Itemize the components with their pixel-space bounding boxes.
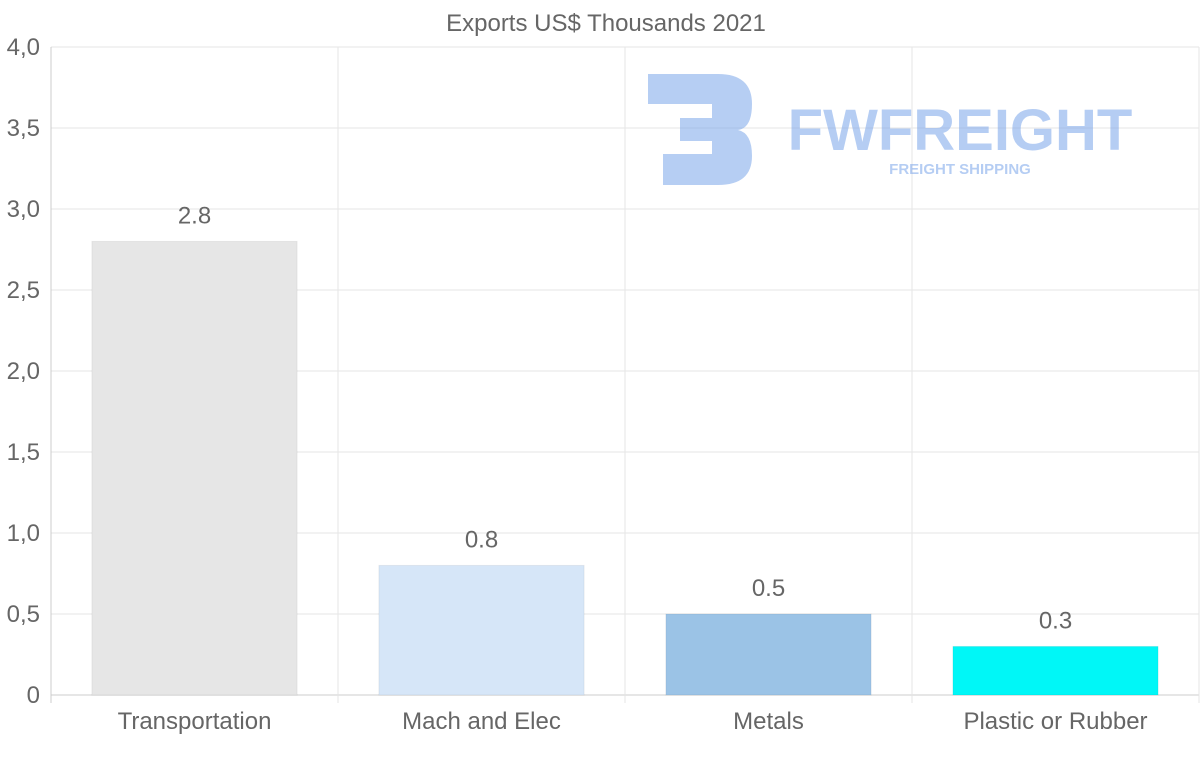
- y-tick-label: 0,5: [7, 601, 40, 628]
- x-tick-label: Mach and Elec: [402, 708, 561, 735]
- bar[interactable]: [952, 645, 1159, 696]
- watermark-logo: FWFREIGHT FREIGHT SHIPPING: [648, 74, 1132, 185]
- chart-title: Exports US$ Thousands 2021: [446, 10, 766, 37]
- bar[interactable]: [378, 564, 585, 696]
- x-axis-ticks: Transportation Mach and Elec Metals Plastic…: [118, 708, 1148, 735]
- bar-value-label: 0.3: [1039, 607, 1072, 634]
- x-tick-label: Plastic or Rubber: [963, 708, 1147, 735]
- fw-logo-icon: [648, 74, 752, 185]
- bar-value-label: 0.5: [752, 575, 785, 602]
- bar-value-label: 0.8: [465, 526, 498, 553]
- y-tick-label: 2,5: [7, 277, 40, 304]
- y-tick-label: 1,0: [7, 520, 40, 547]
- x-tick-label: Metals: [733, 708, 804, 735]
- y-tick-label: 3,0: [7, 196, 40, 223]
- watermark-tagline: FREIGHT SHIPPING: [889, 161, 1031, 178]
- data-labels: 2.8 0.8 0.5 0.3: [178, 202, 1072, 634]
- bar[interactable]: [665, 613, 872, 696]
- x-tick-label: Transportation: [118, 708, 272, 735]
- y-tick-label: 1,5: [7, 439, 40, 466]
- y-tick-label: 3,5: [7, 115, 40, 142]
- watermark-brand: FWFREIGHT: [788, 98, 1133, 163]
- y-tick-label: 2,0: [7, 358, 40, 385]
- y-tick-label: 4,0: [7, 34, 40, 61]
- bars: [91, 240, 1159, 696]
- bar-value-label: 2.8: [178, 202, 211, 229]
- y-axis-ticks: 0 0,5 1,0 1,5 2,0 2,5 3,0 3,5 4,0: [7, 34, 40, 709]
- bar[interactable]: [91, 240, 298, 696]
- y-tick-label: 0: [27, 682, 40, 709]
